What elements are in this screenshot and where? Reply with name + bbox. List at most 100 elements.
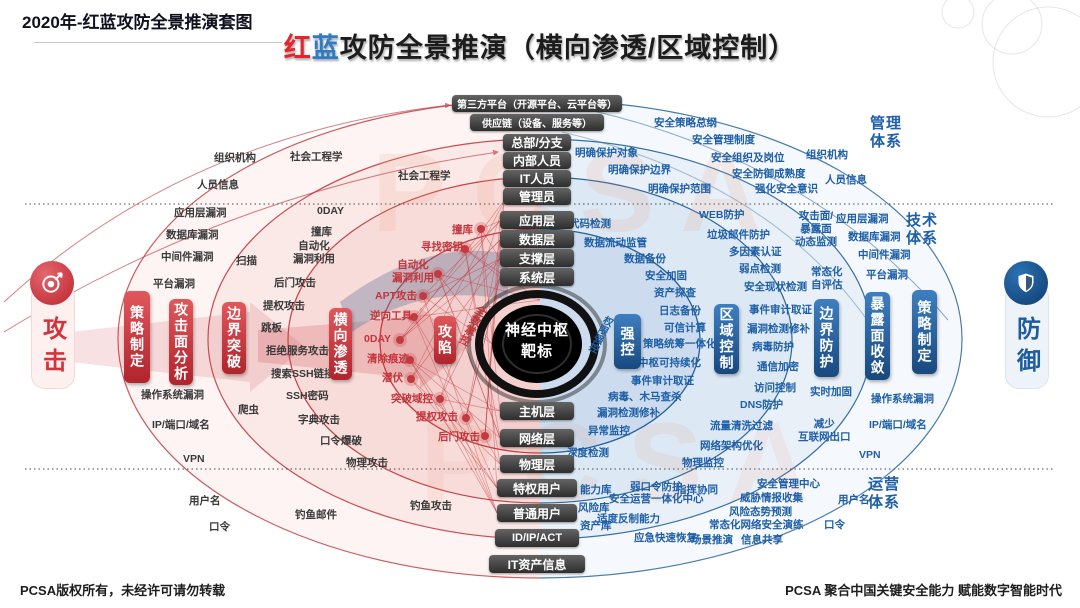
left-outer-label: 应用层漏洞 [174, 207, 227, 219]
left-mid-label: 提权攻击 [263, 300, 305, 312]
blue-mid-label: 流量清洗过滤 [710, 420, 773, 432]
defense-rings [540, 99, 963, 579]
pill-third-party-platform: 第三方平台（开源平台、云平台等） [452, 95, 622, 112]
left-mid-label: 撞库 [311, 226, 332, 238]
blue-mid-label: WEB防护 [699, 209, 745, 221]
slogan-text: PCSA 聚合中国关键安全能力 赋能数字智能时代 [785, 583, 1062, 598]
pill-id-ip-act: ID/IP/ACT [495, 529, 579, 547]
blue-bottom-label: 弱口令防护 [630, 481, 683, 493]
target-line2: 靶标 [520, 343, 553, 360]
right-outer-label: 减少 互联网出口 [798, 418, 851, 444]
attack-node-dot [462, 414, 470, 422]
red-inner-label: APT攻击 [375, 290, 417, 302]
right-outer-label: 攻击面/ 暴露面 动态监测 [795, 210, 837, 249]
pill-normal-user: 普通用户 [497, 504, 577, 522]
blue-bottom-label: 指挥协同 [676, 484, 718, 496]
left-outer-label: 数据库漏洞 [166, 229, 219, 241]
pill-strong-control: 强控 [614, 314, 641, 369]
left-mid-label: 物理攻击 [346, 457, 388, 469]
right-outer-label: 应用层漏洞 [836, 213, 889, 225]
blue-outer-top-label: 强化安全意识 [755, 183, 818, 195]
shield-icon [1004, 261, 1048, 305]
target-line1: 神经中枢 [504, 322, 569, 339]
blue-mid-label: 弱点检测 [739, 263, 781, 275]
pill-data-layer: 数据层 [500, 230, 574, 248]
right-outer-label: 人员信息 [825, 174, 867, 186]
pill-system-layer: 系统层 [500, 268, 574, 286]
pill-host-layer: 主机层 [500, 402, 574, 420]
pill-boundary-breakthrough: 边界突破 [222, 302, 246, 374]
left-outer-label: 用户名 [189, 495, 221, 507]
right-outer-label: 数据库漏洞 [848, 231, 901, 243]
pill-insiders: 内部人员 [503, 152, 571, 169]
attack-node-dot [477, 225, 485, 233]
blue-mid-label: 访问控制 [754, 382, 796, 394]
pill-app-layer: 应用层 [500, 211, 574, 229]
blue-bottom-label: 应急快速恢复 [634, 532, 697, 544]
blue-outer-top-label: 安全防御成熟度 [732, 168, 806, 180]
pill-network-layer: 网络层 [500, 429, 574, 447]
left-outer-label: 人员信息 [197, 179, 239, 191]
pill-support-layer: 支撑层 [500, 249, 574, 267]
left-mid-label: 钓鱼攻击 [410, 500, 452, 512]
pill-physical-layer: 物理层 [500, 455, 574, 473]
pill-hq-branch: 总部/分支 [503, 134, 571, 151]
blue-bottom-label: 资产库 [580, 520, 612, 532]
left-outer-label: 平台漏洞 [153, 278, 195, 290]
blue-inner-label: 异常监控 [588, 425, 630, 437]
blue-inner-label: 代码检测 [569, 218, 611, 230]
left-mid-label: 钓鱼邮件 [295, 509, 337, 521]
left-outer-label: 口令 [209, 521, 230, 533]
right-outer-label: VPN [859, 449, 881, 461]
blue-outer-top-label: 安全管理制度 [692, 134, 755, 146]
right-outer-label: 平台漏洞 [866, 269, 908, 281]
blue-outer-top-label: 安全策略总纲 [654, 117, 717, 129]
pill-it-staff: IT人员 [503, 170, 571, 187]
left-outer-label: 操作系统漏洞 [141, 389, 204, 401]
attack-node-dot [396, 336, 404, 344]
blue-bottom-label: 适度反制能力 [597, 513, 660, 525]
blue-mid-label: 明确保护范围 [648, 183, 711, 195]
attack-node-dot [419, 292, 427, 300]
section-dividers [25, 203, 1055, 470]
left-mid-label: 字典攻击 [298, 414, 340, 426]
blue-inner-label: 漏洞检测修补 [597, 407, 660, 419]
red-inner-label: 自动化 漏洞利用 [392, 259, 434, 285]
red-inner-label: 后门攻击 [438, 431, 480, 443]
red-inner-label: 寻找密钥 [421, 241, 463, 253]
left-outer-label: IP/端口/域名 [152, 419, 210, 431]
blue-inner-label: 可信计算 [664, 322, 706, 334]
attack-node-dot [481, 432, 489, 440]
red-inner-label: 撞库 [452, 224, 473, 236]
pill-area-control: 区域控制 [714, 304, 739, 374]
blue-bottom-label: 信息共享 [741, 534, 783, 546]
attack-node-dot [406, 356, 414, 364]
blue-bottom-label: 威胁情报收集 [740, 492, 803, 504]
pill-attack-surface-analysis: 攻击面分析 [169, 299, 193, 385]
red-inner-label: 0DAY [364, 333, 392, 345]
attack-node-dot [407, 375, 415, 383]
blue-bottom-label: 能力库 [580, 484, 612, 496]
attack-badge: 攻击 [30, 261, 75, 389]
blue-mid-label: 物理监控 [682, 457, 724, 469]
copyright-text: PCSA版权所有，未经许可请勿转载 [20, 583, 226, 598]
blue-inner-label: 策略统筹一体化 [643, 338, 717, 350]
blue-inner-label: 数据流动监管 [584, 237, 647, 249]
blue-bottom-label: 风险态势预测 [729, 506, 792, 518]
blue-mid-label: 病毒防护 [752, 341, 794, 353]
right-outer-label: IP/端口/域名 [869, 419, 927, 431]
title-underline [34, 42, 282, 43]
heading-rest: 攻防全景推演（横向渗透/区域控制） [339, 33, 797, 63]
pill-admin: 管理员 [503, 188, 571, 205]
main-heading: 红蓝攻防全景推演（横向渗透/区域控制） [0, 26, 1080, 65]
blue-mid-label: 垃圾邮件防护 [707, 229, 770, 241]
left-outer-label: 组织机构 [214, 152, 256, 164]
left-mid-label: 社会工程学 [290, 151, 343, 163]
right-outer-label: 组织机构 [806, 149, 848, 161]
blue-inner-label: 数据备份 [624, 253, 666, 265]
red-inner-label: 潜伏 [382, 372, 403, 384]
blue-mid-label: 安全现状检测 [744, 281, 807, 293]
pill-strategy-making-left: 策略制定 [124, 291, 150, 383]
heading-blue-char: 蓝 [311, 33, 340, 63]
blue-mid-label: 明确保护边界 [608, 164, 671, 176]
